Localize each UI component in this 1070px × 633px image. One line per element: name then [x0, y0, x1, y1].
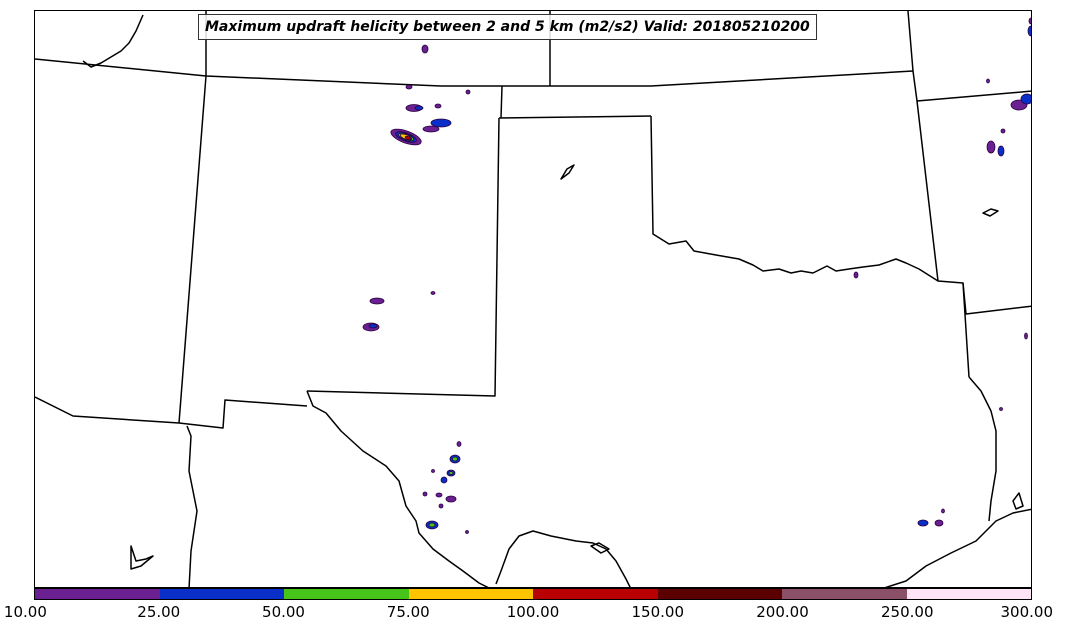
- colorbar-tick-label: 200.00: [756, 603, 809, 621]
- colorbar-segment: [159, 589, 284, 599]
- lake-a: [560, 164, 575, 180]
- colorbar-tick-label: 150.00: [631, 603, 685, 621]
- rio-grande: [306, 390, 489, 587]
- state-boundary-ok-east: [916, 100, 970, 378]
- mexico-border-west: [178, 399, 308, 429]
- colorbar-tick-label: 100.00: [506, 603, 560, 621]
- state-boundary-mo-ar: [916, 90, 1031, 102]
- colorbar-tick-label: 300.00: [1000, 603, 1054, 621]
- map-title: Maximum updraft helicity between 2 and 5…: [198, 14, 817, 40]
- red-river-boundary: [650, 115, 939, 282]
- colorbar-tick-label: 250.00: [881, 603, 934, 621]
- lake-f: [590, 542, 610, 554]
- colorbar-segment: [35, 589, 160, 599]
- state-boundary-ok-north: [498, 115, 652, 119]
- colorbar-tick-label: 75.00: [386, 603, 430, 621]
- tx-la-border: [968, 376, 997, 522]
- az-mexico-border: [186, 425, 198, 587]
- state-boundary-north: [35, 58, 914, 87]
- colorbar-tick-label: 25.00: [137, 603, 181, 621]
- rio-grande-lower: [495, 530, 631, 587]
- map-panel: [34, 10, 1032, 588]
- colorbar-segment: [533, 589, 658, 599]
- lake-b: [982, 208, 999, 217]
- map-canvas: [35, 11, 1031, 587]
- colorbar: [34, 588, 1032, 600]
- colorbar-segment: [284, 589, 409, 599]
- helicity-cells: [362, 17, 1031, 534]
- colorbar-segment: [657, 589, 782, 599]
- state-boundary-ut-az: [35, 396, 180, 424]
- colorbar-tick-label: 10.00: [3, 603, 47, 621]
- state-boundary-ar-la: [962, 282, 1031, 315]
- gulf-coastline: [884, 508, 1031, 587]
- colorbar-segment: [408, 589, 533, 599]
- colorbar-segment: [782, 589, 907, 599]
- state-boundary-tx-nm: [306, 117, 500, 397]
- colorbar-tick-label: 50.00: [262, 603, 305, 621]
- colorbar-segment: [906, 589, 1031, 599]
- lake-e: [1012, 492, 1024, 510]
- state-boundary-az-nm: [178, 75, 207, 424]
- lake-d: [82, 14, 144, 68]
- lake-c: [130, 545, 154, 570]
- state-boundary-ok-panhandle-w: [500, 85, 503, 119]
- state-boundary-mo-west: [907, 11, 918, 102]
